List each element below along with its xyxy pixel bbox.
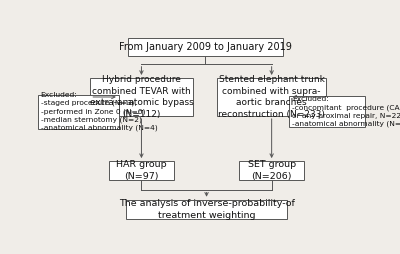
Text: HAR group
(N=97): HAR group (N=97) [116, 160, 167, 181]
FancyBboxPatch shape [128, 38, 282, 56]
FancyBboxPatch shape [239, 161, 304, 180]
Text: The analysis of inverse-probability-of
treatment weighting: The analysis of inverse-probability-of t… [119, 199, 294, 220]
Text: Excluded:
-concomitant  procedure (CABG
or any proximal repair, N=22)
-anatomica: Excluded: -concomitant procedure (CABG o… [292, 96, 400, 127]
Text: Excluded:
-staged procedure (N=3),
-performed in Zone 0 (N=6)
-median sternotomy: Excluded: -staged procedure (N=3), -perf… [41, 92, 158, 131]
FancyBboxPatch shape [218, 78, 326, 116]
Text: Hybrid procedure
combined TEVAR with
extra-anatomic bypass
(N=112): Hybrid procedure combined TEVAR with ext… [90, 75, 193, 119]
FancyBboxPatch shape [126, 200, 287, 219]
FancyBboxPatch shape [109, 161, 174, 180]
Text: Stented elephant trunk
combined with supra-
aortic branches
reconstruction (N=23: Stented elephant trunk combined with sup… [218, 75, 325, 119]
FancyBboxPatch shape [38, 94, 119, 129]
Text: From January 2009 to January 2019: From January 2009 to January 2019 [118, 42, 292, 52]
FancyBboxPatch shape [290, 97, 366, 127]
FancyBboxPatch shape [90, 78, 193, 116]
Text: SET group
(N=206): SET group (N=206) [248, 160, 296, 181]
